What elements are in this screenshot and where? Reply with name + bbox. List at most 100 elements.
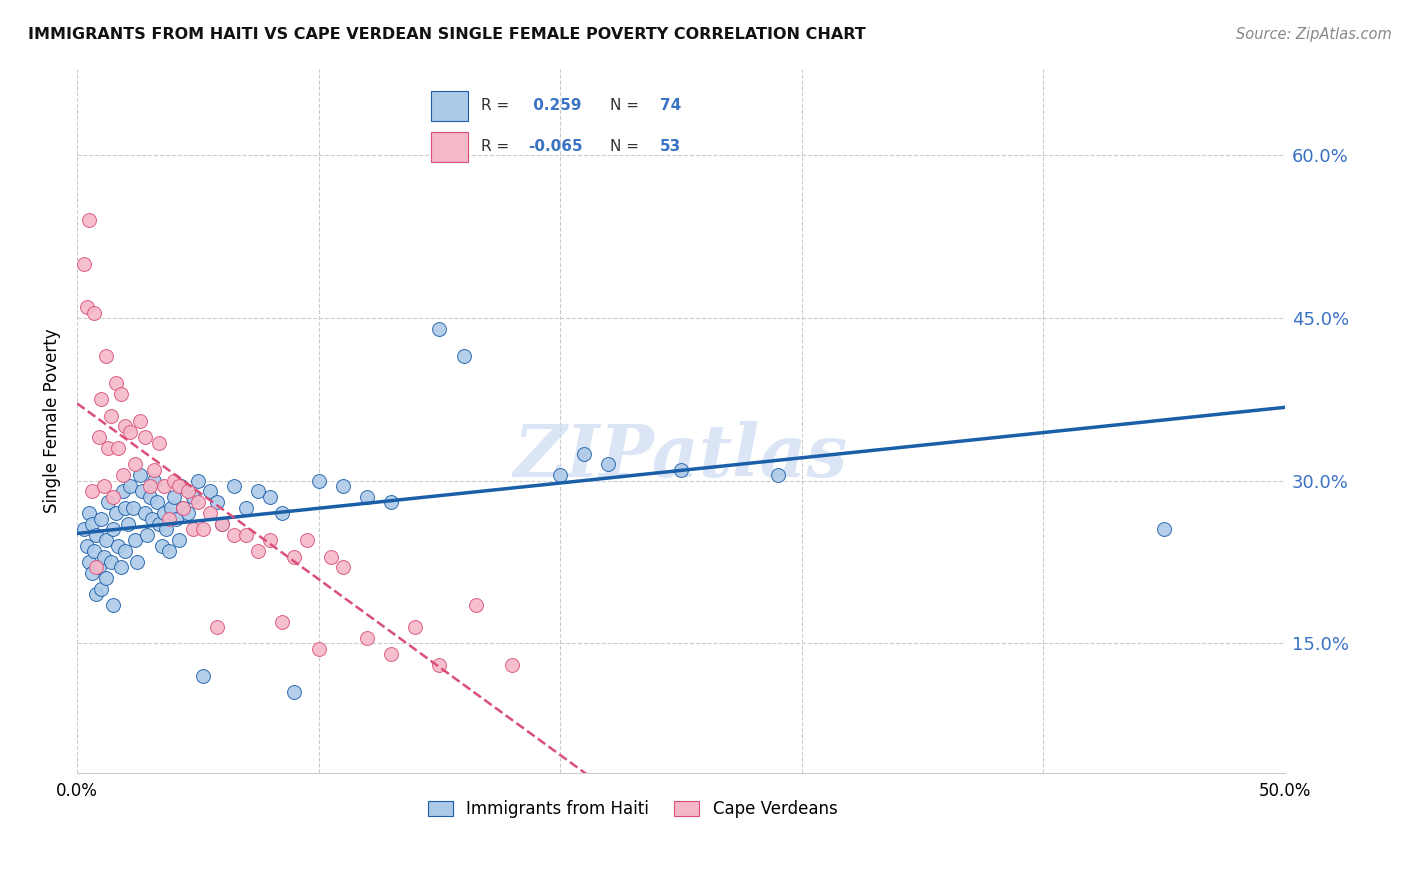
Point <box>76 300 98 314</box>
Point <box>157 544 180 558</box>
Point <box>247 484 270 499</box>
Point <box>271 615 294 629</box>
Point <box>77 506 100 520</box>
Point <box>117 516 139 531</box>
Point <box>94 571 117 585</box>
Point <box>103 599 125 613</box>
Point <box>205 495 228 509</box>
Point <box>111 484 134 499</box>
Point <box>77 555 100 569</box>
Point <box>128 468 150 483</box>
Point <box>121 500 143 515</box>
Point <box>404 620 426 634</box>
Point <box>548 468 571 483</box>
Point <box>153 479 176 493</box>
Point <box>124 533 146 548</box>
Point <box>380 647 402 661</box>
Point <box>198 506 221 520</box>
Point <box>356 490 378 504</box>
Point <box>153 506 176 520</box>
Point <box>1153 523 1175 537</box>
Point <box>211 516 233 531</box>
Point <box>191 669 214 683</box>
Point <box>124 458 146 472</box>
Point <box>97 441 120 455</box>
Point <box>86 560 108 574</box>
Point <box>107 441 129 455</box>
Point <box>150 539 173 553</box>
Point <box>160 500 183 515</box>
Text: ZIPatlas: ZIPatlas <box>513 421 848 491</box>
Point <box>501 657 523 672</box>
Point <box>93 479 115 493</box>
Point <box>104 376 127 390</box>
Point <box>222 479 245 493</box>
Legend: Immigrants from Haiti, Cape Verdeans: Immigrants from Haiti, Cape Verdeans <box>422 794 844 825</box>
Point <box>143 474 166 488</box>
Point <box>163 490 186 504</box>
Point <box>148 435 170 450</box>
Point <box>94 349 117 363</box>
Point <box>464 599 486 613</box>
Point <box>94 533 117 548</box>
Point <box>134 506 156 520</box>
Point <box>83 544 105 558</box>
Point <box>259 533 281 548</box>
Point <box>429 657 451 672</box>
Text: IMMIGRANTS FROM HAITI VS CAPE VERDEAN SINGLE FEMALE POVERTY CORRELATION CHART: IMMIGRANTS FROM HAITI VS CAPE VERDEAN SI… <box>28 27 866 42</box>
Point <box>669 463 692 477</box>
Point <box>319 549 342 564</box>
Point <box>86 587 108 601</box>
Point <box>107 539 129 553</box>
Point <box>104 506 127 520</box>
Point <box>127 555 149 569</box>
Point <box>222 528 245 542</box>
Point <box>87 560 110 574</box>
Point <box>235 500 257 515</box>
Point <box>453 349 475 363</box>
Point <box>136 528 159 542</box>
Point <box>100 409 122 423</box>
Point <box>283 685 305 699</box>
Point <box>172 500 194 515</box>
Point <box>134 430 156 444</box>
Point <box>120 425 142 439</box>
Y-axis label: Single Female Poverty: Single Female Poverty <box>44 328 60 513</box>
Point <box>114 500 136 515</box>
Point <box>332 560 354 574</box>
Point <box>90 511 112 525</box>
Point <box>181 523 204 537</box>
Point <box>80 516 103 531</box>
Point <box>148 516 170 531</box>
Point <box>138 490 160 504</box>
Point <box>191 523 214 537</box>
Point <box>247 544 270 558</box>
Point <box>120 479 142 493</box>
Point <box>138 479 160 493</box>
Point <box>172 500 194 515</box>
Point <box>187 474 209 488</box>
Point <box>131 484 153 499</box>
Point <box>177 506 200 520</box>
Point <box>766 468 789 483</box>
Point <box>356 631 378 645</box>
Point <box>100 555 122 569</box>
Point <box>574 446 596 460</box>
Point <box>205 620 228 634</box>
Point <box>86 528 108 542</box>
Point <box>198 484 221 499</box>
Point <box>77 213 100 227</box>
Point <box>167 533 190 548</box>
Point <box>128 414 150 428</box>
Point <box>332 479 354 493</box>
Point <box>235 528 257 542</box>
Point <box>429 322 451 336</box>
Point <box>141 511 163 525</box>
Point <box>73 257 96 271</box>
Point <box>187 495 209 509</box>
Point <box>211 516 233 531</box>
Point <box>271 506 294 520</box>
Point <box>177 484 200 499</box>
Point <box>76 539 98 553</box>
Point <box>598 458 620 472</box>
